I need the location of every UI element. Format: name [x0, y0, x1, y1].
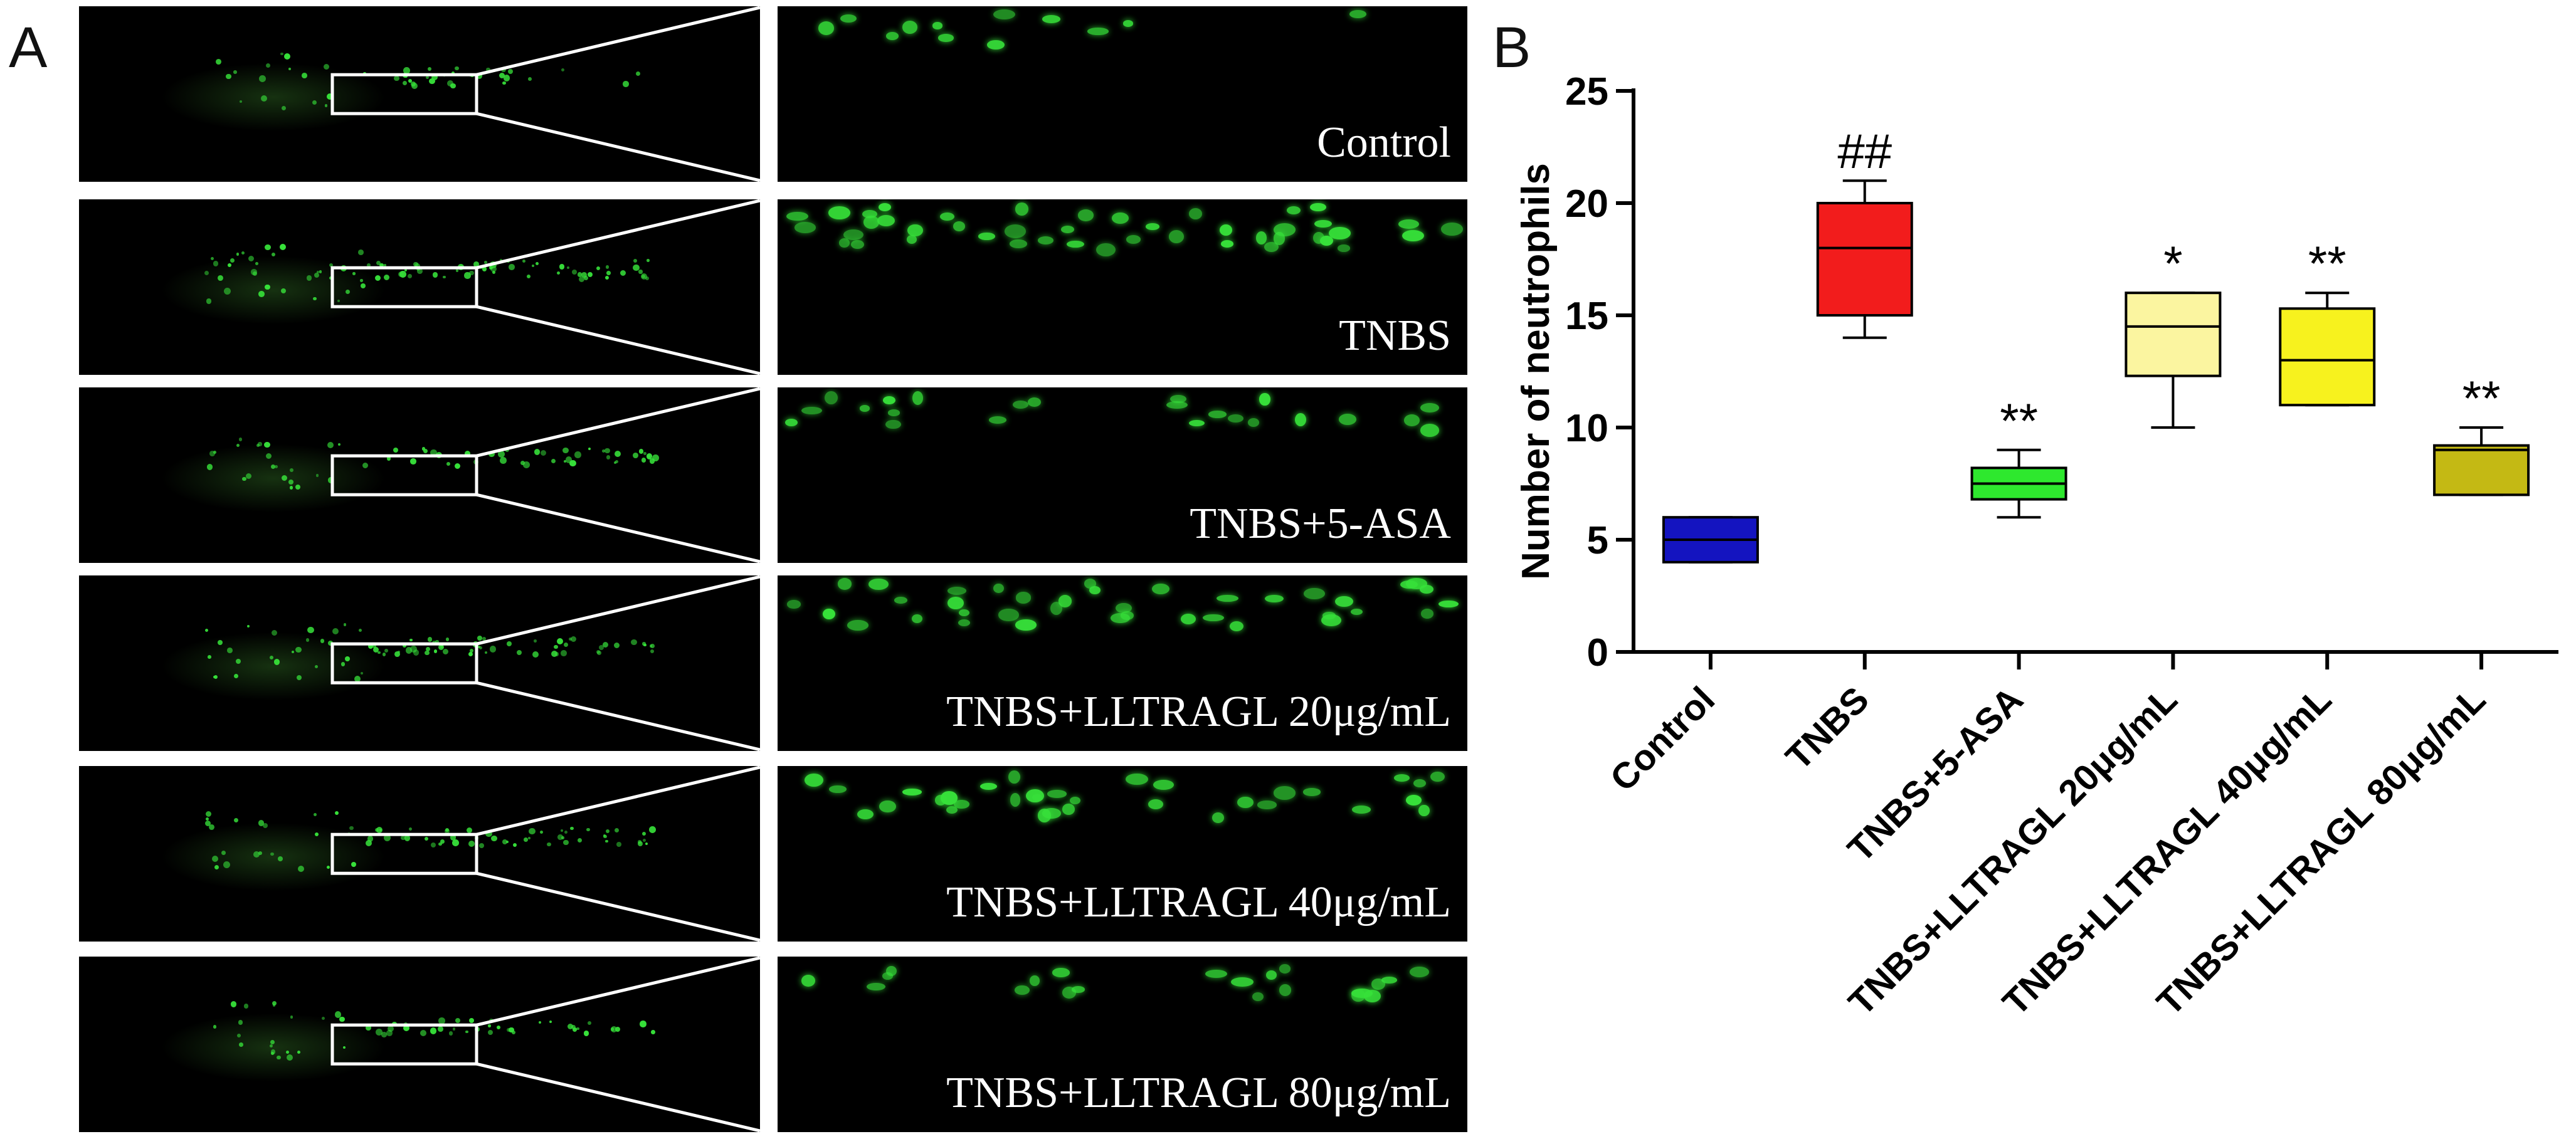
y-tick-label: 10	[1565, 407, 1608, 450]
zoomed-intestine-image: TNBS	[778, 199, 1467, 375]
x-tick-label: TNBS+LLTRAGL 80μg/mL	[2149, 679, 2493, 1023]
zebrafish-overview-image	[79, 575, 760, 751]
y-tick-label: 25	[1565, 70, 1608, 113]
microscopy-row: TNBS+LLTRAGL 40μg/mL	[0, 766, 1467, 942]
group-label: TNBS+5-ASA	[1190, 500, 1451, 548]
y-axis-label: Number of neutrophils	[1514, 163, 1558, 580]
box	[1816, 202, 1913, 317]
box-plot-chart: 0 5 10 15 20 25 Number of neutrophils Control ##…	[1514, 70, 2558, 1023]
box	[2433, 444, 2530, 496]
microscopy-row: TNBS	[0, 199, 1467, 375]
group-label: TNBS+LLTRAGL 80μg/mL	[946, 1069, 1451, 1117]
zebrafish-overview-image	[79, 387, 760, 563]
x-tick-label: TNBS	[1778, 679, 1877, 778]
significance-label: **	[2463, 370, 2501, 426]
microscopy-row: Control	[0, 6, 1467, 182]
group-label: TNBS+LLTRAGL 40μg/mL	[946, 878, 1451, 926]
zoomed-intestine-image: TNBS+LLTRAGL 40μg/mL	[778, 766, 1467, 942]
significance-label: *	[2163, 236, 2182, 291]
zebrafish-overview-image	[79, 199, 760, 375]
zebrafish-overview-image	[79, 766, 760, 942]
x-tick-label: Control	[1602, 679, 1723, 799]
x-tick-label: TNBS+LLTRAGL 20μg/mL	[1840, 679, 2185, 1023]
box	[2125, 291, 2222, 377]
y-tick-label: 15	[1565, 295, 1608, 338]
panel-letter-b: B	[1492, 16, 1531, 80]
panel-letter-a: A	[9, 16, 48, 80]
zoomed-intestine-image: TNBS+LLTRAGL 80μg/mL	[778, 957, 1467, 1132]
zebrafish-overview-image	[79, 957, 760, 1132]
y-tick-label: 20	[1565, 182, 1608, 226]
zebrafish-overview-image	[79, 6, 760, 182]
group-label: TNBS	[1339, 312, 1451, 360]
significance-label: ##	[1837, 123, 1892, 179]
x-tick-label: TNBS+LLTRAGL 40μg/mL	[1995, 679, 2339, 1023]
zoomed-intestine-image: Control	[778, 6, 1467, 182]
significance-label: **	[2308, 236, 2346, 291]
significance-label: **	[2000, 393, 2038, 448]
microscopy-row: TNBS+LLTRAGL 20μg/mL	[0, 575, 1467, 751]
microscopy-row: TNBS+LLTRAGL 80μg/mL	[0, 957, 1467, 1132]
microscopy-row: TNBS+5-ASA	[0, 387, 1467, 563]
y-tick-label: 5	[1587, 519, 1608, 562]
group-label: TNBS+LLTRAGL 20μg/mL	[946, 688, 1451, 736]
y-tick-label: 0	[1587, 631, 1608, 674]
zoomed-intestine-image: TNBS+5-ASA	[778, 387, 1467, 563]
zoomed-intestine-image: TNBS+LLTRAGL 20μg/mL	[778, 575, 1467, 751]
box	[2279, 307, 2376, 407]
group-label: Control	[1317, 118, 1451, 167]
